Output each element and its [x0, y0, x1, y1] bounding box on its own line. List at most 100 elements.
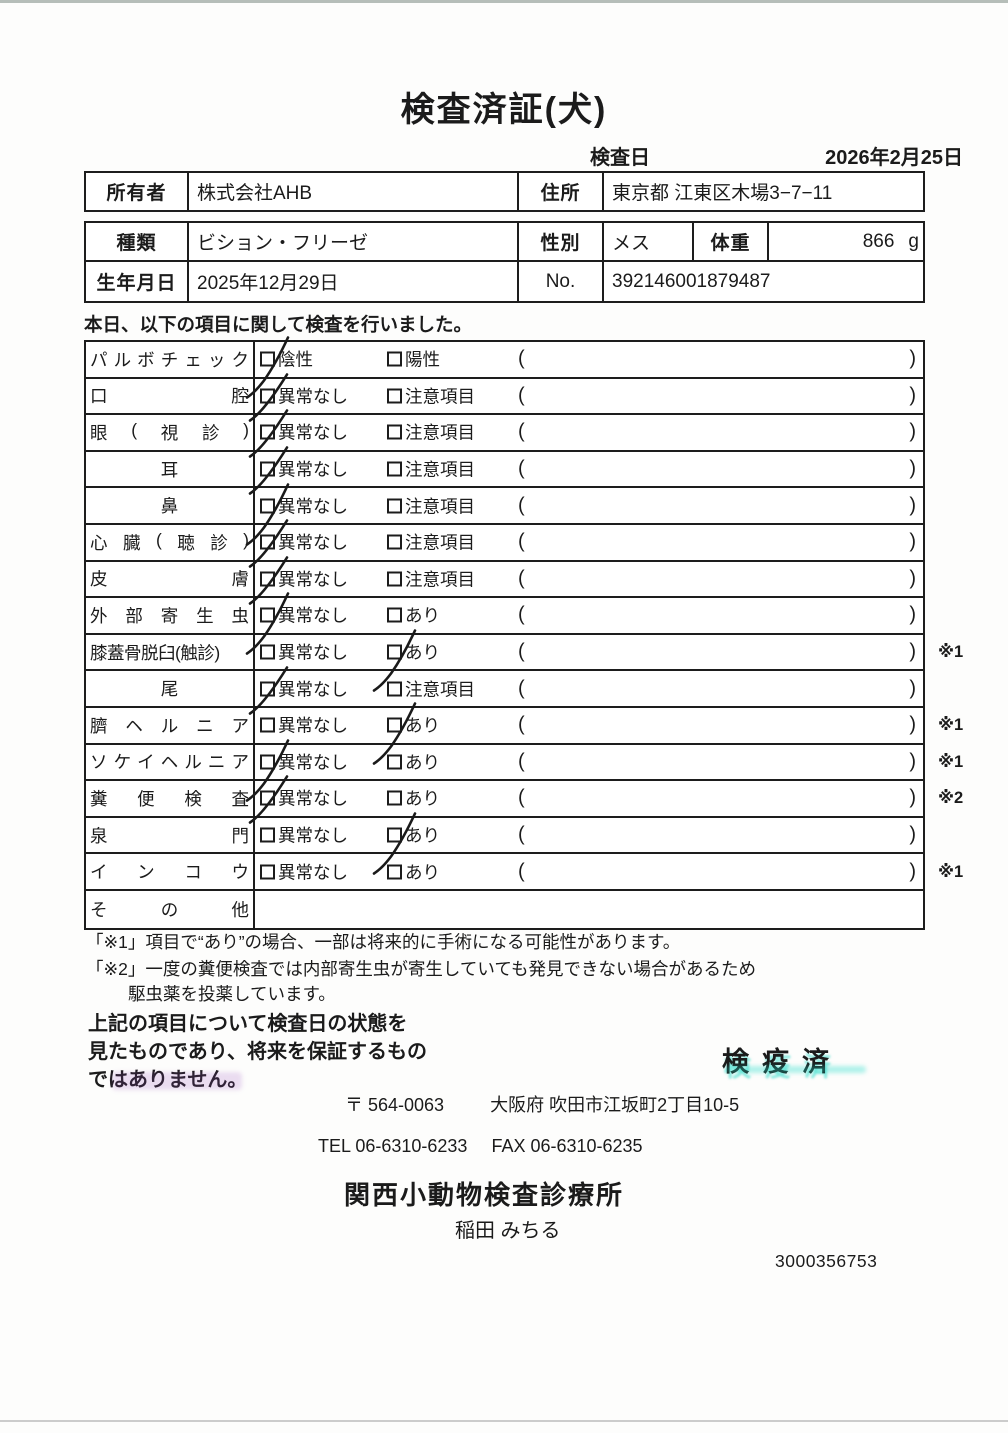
remarks-paren-close: ) [909, 677, 916, 700]
option-normal: 異常なし [260, 859, 348, 884]
item-label-cell: 尾 [86, 671, 255, 706]
item-result-cell: 異常なし あり ( ) [255, 629, 923, 692]
checkbox-attention[interactable] [387, 607, 402, 623]
item-result-cell: 異常なし 注意項目 ( ) [248, 373, 923, 422]
item-label: インコウ [90, 862, 249, 883]
remarks-paren-close: ) [909, 567, 916, 590]
item-result-cell: 異常なし 注意項目 ( ) [248, 519, 923, 569]
checkbox-normal[interactable] [248, 775, 289, 825]
item-result-cell: 異常なし 注意項目 ( ) [248, 665, 923, 715]
remarks-paren-close: ) [909, 640, 916, 663]
checkbox-attention[interactable] [387, 461, 402, 477]
option-normal-label: 異常なし [278, 715, 348, 736]
scan-artifact-bottom-edge [0, 1420, 1008, 1422]
option-normal: 異常なし [260, 713, 348, 738]
clinic-address: 大阪府 吹田市江坂町2丁目10-5 [490, 1095, 740, 1115]
checkbox-attention[interactable] [387, 351, 402, 367]
item-result-cell: 異常なし あり ( ) [245, 739, 923, 802]
exam-date-row: 検査日 2026年2月25日 [0, 141, 1008, 169]
remarks-paren-close: ) [909, 420, 916, 443]
checkbox-attention[interactable] [387, 790, 402, 806]
exam-date-value: 2026年2月25日 [825, 147, 963, 169]
option-attention: あり [387, 603, 440, 628]
option-attention-label: 注意項目 [405, 459, 475, 480]
checkbox-attention[interactable] [387, 534, 402, 550]
item-result-cell: 異常なし あり ( ) [255, 812, 923, 875]
remarks-paren-close: ) [909, 530, 916, 553]
remarks-paren-open: ( [518, 860, 525, 883]
serial-number: 3000356753 [775, 1251, 878, 1271]
checkbox-attention[interactable] [387, 498, 402, 514]
checkbox-normal[interactable] [248, 519, 289, 569]
inspection-row: 泉門 異常なし あり ( ) [86, 812, 923, 875]
item-result-cell: 異常なし 注意項目 ( ) [245, 482, 923, 546]
remarks-paren-close: ) [909, 786, 916, 809]
remarks-paren-close: ) [909, 347, 916, 370]
item-label-cell: インコウ [86, 854, 255, 889]
checkbox-normal[interactable] [248, 665, 289, 715]
checkbox-attention[interactable] [372, 702, 417, 766]
checkbox-attention[interactable] [387, 681, 402, 697]
scan-artifact-top-edge [0, 0, 1008, 3]
option-normal: 異常なし [248, 373, 348, 422]
checkbox-normal[interactable] [260, 827, 275, 843]
option-normal-label: 異常なし [278, 862, 348, 883]
checkbox-attention[interactable] [387, 571, 402, 587]
weight-cell: 866 g [767, 223, 927, 260]
item-result-cell: 異常なし あり ( ) [248, 775, 923, 825]
remarks-paren-close: ) [909, 457, 916, 480]
checkbox-normal[interactable] [245, 482, 290, 546]
quarantine-stamp: 検疫済 [722, 1047, 842, 1077]
checkbox-normal[interactable] [245, 739, 290, 802]
checkbox-attention[interactable] [387, 864, 402, 880]
checkbox-attention[interactable] [387, 424, 402, 440]
checkbox-normal[interactable] [260, 644, 275, 660]
checkbox-normal[interactable] [248, 373, 289, 422]
option-normal: 異常なし [248, 519, 348, 569]
option-normal: 異常なし [248, 775, 348, 825]
item-label: 鼻 [160, 496, 179, 517]
option-attention-label: 注意項目 [405, 532, 475, 553]
item-label-cell: 膝蓋骨脱臼(触診) [86, 634, 255, 670]
item-label-cell: 臍ヘルニア [86, 707, 255, 743]
reference-mark: ※1 [938, 716, 964, 735]
clinic-fax: FAX 06-6310-6235 [491, 1136, 643, 1156]
option-normal-label: 異常なし [278, 569, 348, 590]
footnote-2-line2: 駆虫薬を投薬しています。 [128, 984, 336, 1004]
option-normal-label: 異常なし [278, 605, 348, 626]
option-attention-label: 注意項目 [405, 569, 475, 590]
disclaimer-line3: ではありません。 [88, 1069, 248, 1091]
id-number-label: No. [517, 262, 602, 301]
item-label: 臍ヘルニア [90, 715, 249, 736]
checkbox-attention[interactable] [387, 754, 402, 770]
checkbox-attention[interactable] [372, 629, 417, 692]
option-attention-label: あり [405, 825, 440, 846]
checkbox-normal[interactable] [245, 336, 290, 400]
checkbox-normal[interactable] [248, 446, 289, 495]
reference-mark: ※1 [938, 862, 964, 881]
option-attention: 注意項目 [387, 420, 475, 445]
item-result-cell: 異常なし あり ( ) [255, 702, 923, 766]
checkbox-normal[interactable] [245, 592, 290, 656]
item-label: 膝蓋骨脱臼(触診) [90, 642, 220, 663]
item-label: 眼(視診) [90, 419, 249, 443]
inspection-row: 尾 異常なし 注意項目 ( ) [86, 665, 923, 715]
checkbox-normal[interactable] [260, 717, 275, 733]
checkbox-normal[interactable] [248, 556, 289, 605]
footnote-1: 「※1」項目で“あり”の場合、一部は将来的に手術になる可能性があります。 [86, 932, 681, 952]
sex-value: メス [602, 223, 692, 260]
checkbox-attention[interactable] [372, 812, 417, 875]
inspection-row: 臍ヘルニア 異常なし あり ( ) ※1 [86, 702, 963, 766]
inspection-row: 膝蓋骨脱臼(触診) 異常なし あり ( ) ※1 [86, 629, 963, 692]
page-title: 検査済証(犬) [400, 91, 608, 129]
sex-label: 性別 [517, 223, 602, 260]
option-attention: 注意項目 [387, 457, 475, 482]
checkbox-normal[interactable] [260, 864, 275, 880]
checkbox-normal[interactable] [248, 409, 289, 459]
option-normal: 異常なし [248, 446, 348, 495]
intro-text: 本日、以下の項目に関して検査を行いました。 [84, 314, 472, 335]
checkbox-attention[interactable] [387, 388, 402, 404]
option-normal-label: 異常なし [278, 825, 348, 846]
option-normal-label: 異常なし [278, 788, 348, 809]
option-normal-label: 異常なし [278, 386, 348, 407]
